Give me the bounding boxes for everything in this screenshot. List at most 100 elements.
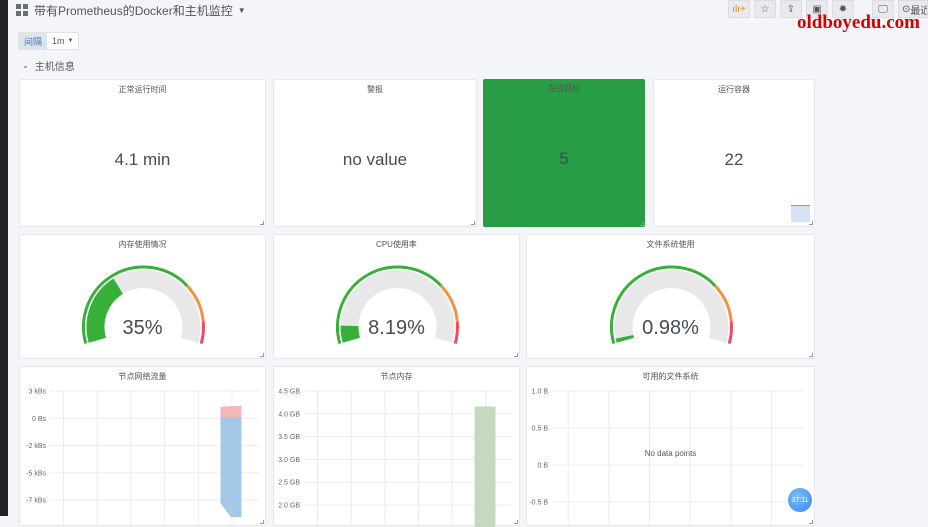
- gauge-value: 35%: [122, 317, 163, 339]
- y-tick-label: 0 Bs: [32, 416, 47, 423]
- dashboard-grid-icon: [16, 4, 28, 16]
- stat-panel: 正常运行时间 4.1 min: [19, 79, 266, 227]
- y-tick-label: -5 kBs: [26, 470, 46, 477]
- variable-interval: 间隔 1m ▼: [18, 32, 80, 50]
- time-range: 最近1: [910, 5, 927, 17]
- navbar: 带有Prometheus的Docker和主机监控 ▼ ılı+ ☆ ⇪ ▣ ✹ 🖵 ⊙最近1: [8, 0, 928, 20]
- row-title: 主机信息: [34, 62, 75, 73]
- resize-handle[interactable]: [260, 221, 264, 225]
- gauge-panel: 文件系统使用 0.98%: [526, 234, 815, 359]
- panel-title[interactable]: 节点网络流量: [118, 372, 167, 381]
- panel-title[interactable]: 运行容器: [718, 85, 750, 94]
- y-tick-label: -2 kBs: [26, 443, 46, 450]
- interval-value: 1m: [52, 36, 65, 46]
- panel-title[interactable]: 在线目标: [548, 84, 580, 93]
- sparkline: [791, 205, 810, 222]
- add-panel-icon: ılı+: [732, 3, 746, 15]
- stat-value: 5: [559, 149, 569, 168]
- side-menu-strip: [0, 0, 8, 516]
- gauge-value: 8.19%: [368, 317, 425, 339]
- resize-handle[interactable]: [809, 221, 813, 225]
- share-icon: ⇪: [786, 3, 796, 15]
- resize-handle[interactable]: [514, 353, 518, 357]
- panel-title[interactable]: 节点内存: [380, 372, 413, 381]
- gear-button[interactable]: ✹: [832, 0, 854, 18]
- stat-value: 4.1 min: [114, 150, 171, 169]
- threshold-ok: [336, 265, 443, 344]
- watermark: oldboyedu.com: [797, 12, 920, 33]
- save-button[interactable]: ▣: [806, 0, 828, 18]
- panel-title[interactable]: 内存使用情况: [118, 240, 167, 249]
- caret-down-icon: ▼: [237, 5, 246, 15]
- panel-title[interactable]: 文件系统使用: [646, 240, 695, 249]
- panel-title[interactable]: 正常运行时间: [118, 85, 167, 94]
- threshold-crit: [727, 321, 733, 344]
- gauge-panel: CPU使用率 8.19%: [273, 234, 520, 359]
- stat-panel: 警报 no value: [273, 79, 477, 227]
- y-tick-label: 3.0 GB: [278, 457, 300, 464]
- timer-badge[interactable]: 37:11: [788, 488, 812, 512]
- dashboard-title-button[interactable]: 带有Prometheus的Docker和主机监控 ▼: [16, 2, 246, 19]
- threshold-warn: [714, 284, 733, 322]
- panel-title[interactable]: 警报: [367, 85, 383, 94]
- y-tick-label: 4.5 GB: [278, 389, 300, 396]
- gauge-track: [340, 270, 455, 343]
- y-tick-label: 3 kBs: [28, 389, 46, 396]
- clock-icon: ⊙: [902, 3, 911, 15]
- y-tick-label: 3.5 GB: [278, 434, 300, 441]
- gauge: [82, 265, 205, 344]
- y-tick-label: -7 kBs: [26, 498, 46, 505]
- graph: 1.0 B 0.5 B 0 B -0.5 B: [529, 389, 804, 527]
- graph-panel: 节点网络流量 3 kBs 0 Bs -2 kBs -5 kBs -7 kBs: [19, 366, 266, 527]
- series-area: [220, 417, 242, 518]
- share-button[interactable]: ⇪: [780, 0, 802, 18]
- threshold-ok: [82, 265, 189, 344]
- gauge-value: 0.98%: [642, 317, 699, 339]
- y-tick-label: 2.5 GB: [278, 480, 300, 487]
- gauge-track: [614, 270, 729, 343]
- threshold-crit: [199, 321, 205, 344]
- y-tick-label: 4.0 GB: [278, 411, 300, 418]
- graph: 3 kBs 0 Bs -2 kBs -5 kBs -7 kBs: [26, 389, 259, 527]
- threshold-crit: [453, 321, 459, 344]
- threshold-ok: [610, 265, 717, 344]
- gauge-value-arc: [86, 278, 124, 343]
- panel-title[interactable]: CPU使用率: [376, 240, 417, 249]
- interval-select[interactable]: 1m ▼: [47, 33, 79, 49]
- y-tick-label: 0.5 B: [532, 426, 549, 433]
- gauge-value-arc: [340, 325, 361, 343]
- tv-mode-button[interactable]: 🖵: [872, 0, 894, 18]
- resize-handle[interactable]: [471, 221, 475, 225]
- dashboard-title: 带有Prometheus的Docker和主机监控: [34, 3, 233, 18]
- graph-panel: 节点内存 4.5 GB 4.0 GB 3.5 GB 3.0 GB 2.5 GB 2.0 GB: [273, 366, 520, 527]
- resize-handle[interactable]: [260, 353, 264, 357]
- gauge-value-arc: [615, 334, 635, 343]
- caret-down-icon: ▼: [67, 38, 74, 44]
- row-header[interactable]: ⌄ 主机信息: [22, 58, 75, 73]
- gauge: [336, 265, 459, 344]
- star-button[interactable]: ☆: [754, 0, 776, 18]
- y-tick-label: 2.0 GB: [278, 503, 300, 510]
- stat-panel: 运行容器 22: [653, 79, 815, 227]
- no-data-message: No data points: [644, 449, 697, 458]
- y-tick-label: 1.0 B: [532, 389, 549, 396]
- y-tick-label: -0.5 B: [529, 500, 548, 507]
- threshold-warn: [440, 284, 459, 322]
- save-icon: ▣: [812, 3, 822, 15]
- stat-value: no value: [342, 150, 408, 169]
- gauge-panel: 内存使用情况 35%: [19, 234, 266, 359]
- graph: 4.5 GB 4.0 GB 3.5 GB 3.0 GB 2.5 GB 2.0 GB: [278, 389, 513, 527]
- interval-label: 间隔: [19, 33, 48, 49]
- series-area: [220, 405, 242, 419]
- resize-handle[interactable]: [640, 222, 644, 226]
- graph-panel: 可用的文件系统 1.0 B 0.5 B 0 B -0.5 B No data points: [526, 366, 815, 527]
- star-icon: ☆: [760, 3, 770, 15]
- add-panel-button[interactable]: ılı+: [728, 0, 750, 18]
- panel-title[interactable]: 可用的文件系统: [642, 372, 699, 381]
- resize-handle[interactable]: [809, 353, 813, 357]
- gauge: [610, 265, 733, 344]
- gear-icon: ✹: [838, 3, 848, 15]
- stat-panel: 在线目标 5: [483, 79, 645, 227]
- series-area: [474, 406, 496, 527]
- tv-mode-icon: 🖵: [878, 3, 888, 15]
